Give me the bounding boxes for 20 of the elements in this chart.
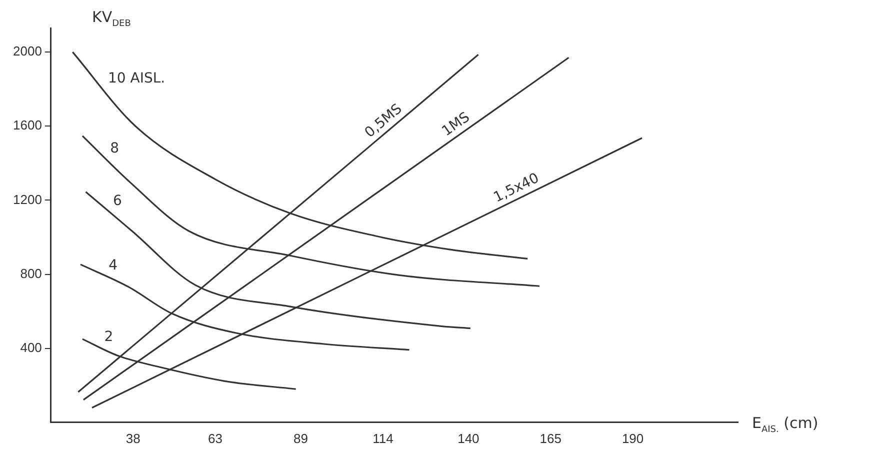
y-tick-label: 1200 [13, 192, 42, 207]
series-label: 2 [104, 329, 114, 346]
x-tick-label: 190 [622, 430, 644, 446]
x-tick-label: 165 [540, 430, 562, 446]
y-tick-label: 800 [20, 266, 42, 281]
y-axis-title: KV$_{DEB}$ [92, 8, 131, 29]
series-label: 8 [110, 140, 120, 157]
series-label: 10 AISL. [108, 70, 166, 87]
x-tick-label: 114 [372, 430, 394, 446]
x-tick-label: 140 [458, 430, 480, 446]
y-tick-label: 1600 [13, 118, 42, 133]
x-axis-title: E$_{AIS.}$ (cm) [752, 414, 818, 435]
y-tick-label: 400 [20, 340, 42, 355]
y-tick-label: 2000 [13, 44, 42, 59]
x-tick-label: 38 [126, 430, 140, 446]
series-label: 6 [112, 193, 122, 210]
text: 1MS [439, 109, 473, 140]
series-label: 4 [108, 257, 118, 274]
x-tick-label: 89 [294, 430, 308, 446]
x-tick-label: 63 [208, 430, 223, 446]
